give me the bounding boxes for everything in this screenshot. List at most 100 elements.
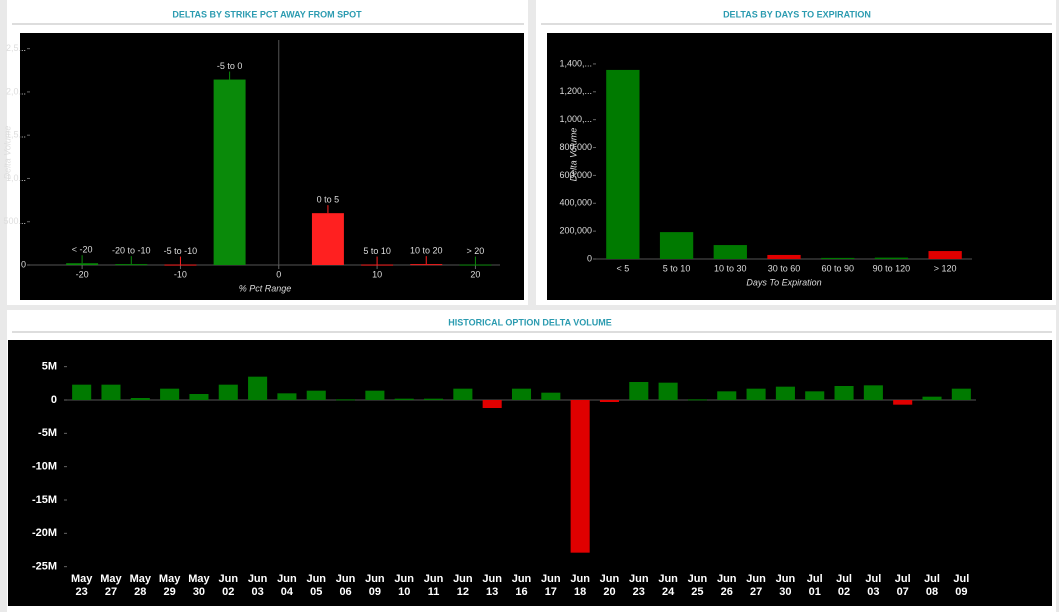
x-tick-label: Jun 06	[335, 573, 356, 598]
x-tick-label: Jun 04	[277, 573, 297, 598]
x-tick-label: Jun 05	[306, 573, 327, 598]
bar	[541, 392, 561, 400]
bar	[482, 400, 502, 408]
x-tick-label: -20	[76, 269, 89, 279]
bar	[821, 257, 855, 259]
x-tick-label: Jul 01	[806, 573, 823, 598]
bar	[311, 213, 344, 265]
bar	[189, 394, 209, 400]
data-label: 5 to 10	[363, 246, 391, 256]
bar	[160, 388, 180, 400]
bar	[164, 264, 197, 266]
bar	[453, 388, 473, 400]
chart-title: HISTORICAL OPTION DELTA VOLUME	[448, 317, 612, 327]
y-tick-label: 1,5...	[6, 130, 26, 140]
x-tick-label: 5 to 10	[663, 263, 691, 273]
bar	[922, 396, 942, 400]
x-tick-label: Jul 02	[836, 573, 852, 598]
chart-title: DELTAS BY STRIKE PCT AWAY FROM SPOT	[172, 9, 362, 19]
x-tick-label: Jun 09	[365, 573, 385, 598]
y-tick-label: -15M	[32, 494, 57, 506]
x-tick-label: Jun 13	[482, 573, 502, 598]
bar	[115, 264, 148, 266]
y-tick-label: 0	[587, 253, 592, 263]
y-tick-label: 500...	[3, 216, 26, 226]
y-axis-label: Delta Volume	[568, 128, 578, 182]
y-tick-label: -10M	[32, 461, 57, 473]
bar	[101, 384, 121, 400]
data-label: -5 to -10	[164, 246, 198, 256]
x-tick-label: Jul 08	[924, 573, 940, 598]
x-tick-label: 60 to 90	[821, 263, 854, 273]
plot-bg	[8, 340, 1052, 606]
bar	[834, 386, 854, 400]
x-tick-label: Jun 11	[423, 573, 444, 598]
bar	[306, 390, 326, 400]
bar	[805, 391, 825, 400]
bar	[658, 382, 678, 400]
x-tick-label: 30 to 60	[768, 263, 801, 273]
bar	[599, 400, 619, 402]
bar	[213, 79, 246, 265]
bar	[606, 69, 640, 259]
y-tick-label: -5M	[38, 427, 57, 439]
chart-title: DELTAS BY DAYS TO EXPIRATION	[723, 9, 871, 19]
x-tick-label: Jun 17	[541, 573, 561, 598]
bar	[767, 254, 801, 259]
bar	[66, 263, 99, 265]
bar	[361, 264, 394, 266]
y-tick-label: 600,000	[559, 170, 592, 180]
x-tick-label: 10 to 30	[714, 263, 747, 273]
bar	[394, 398, 414, 400]
x-tick-label: May 29	[158, 573, 181, 598]
bar	[336, 399, 356, 401]
x-tick-label: May 30	[188, 573, 210, 598]
x-tick-label: < 5	[616, 263, 629, 273]
x-axis-label: % Pct Range	[239, 283, 292, 293]
bar	[659, 232, 694, 259]
x-tick-label: Jun 30	[775, 573, 796, 598]
x-tick-label: -10	[174, 269, 187, 279]
bar	[72, 384, 92, 400]
bar	[746, 388, 766, 400]
x-tick-label: Jun 25	[687, 573, 708, 598]
x-tick-label: Jul 03	[865, 573, 882, 598]
x-tick-label: Jun 26	[716, 573, 737, 598]
x-tick-label: Jul 07	[894, 573, 911, 598]
y-tick-label: 0	[21, 259, 26, 269]
x-tick-label: 20	[470, 269, 480, 279]
y-tick-label: 400,000	[559, 198, 592, 208]
bar	[874, 257, 909, 259]
bar	[951, 388, 971, 400]
x-tick-label: Jun 10	[394, 573, 414, 598]
data-label: -5 to 0	[217, 61, 243, 71]
x-tick-label: Jun 27	[746, 573, 766, 598]
bar	[130, 398, 150, 400]
data-label: 0 to 5	[317, 195, 340, 205]
x-tick-label: 10	[372, 269, 382, 279]
y-tick-label: 1,0...	[6, 173, 26, 183]
bar	[424, 398, 444, 400]
bar	[893, 400, 913, 405]
x-tick-label: Jun 20	[599, 573, 620, 598]
x-tick-label: 0	[276, 269, 281, 279]
bar	[775, 386, 795, 400]
bar	[863, 385, 883, 400]
x-axis-label: Days To Expiration	[746, 277, 821, 287]
x-tick-label: > 120	[934, 263, 957, 273]
bar	[713, 245, 747, 259]
bar	[248, 376, 268, 400]
x-tick-label: May 28	[129, 573, 151, 598]
y-tick-label: 2,0...	[6, 86, 26, 96]
y-tick-label: 5M	[42, 361, 57, 373]
x-tick-label: Jul 09	[953, 573, 970, 598]
data-label: 10 to 20	[410, 246, 443, 256]
bar	[687, 399, 707, 401]
x-tick-label: May 23	[70, 573, 93, 598]
x-tick-label: Jun 02	[218, 573, 239, 598]
plot-bg	[20, 33, 524, 300]
bar	[410, 264, 443, 266]
x-tick-label: Jun 18	[570, 573, 590, 598]
